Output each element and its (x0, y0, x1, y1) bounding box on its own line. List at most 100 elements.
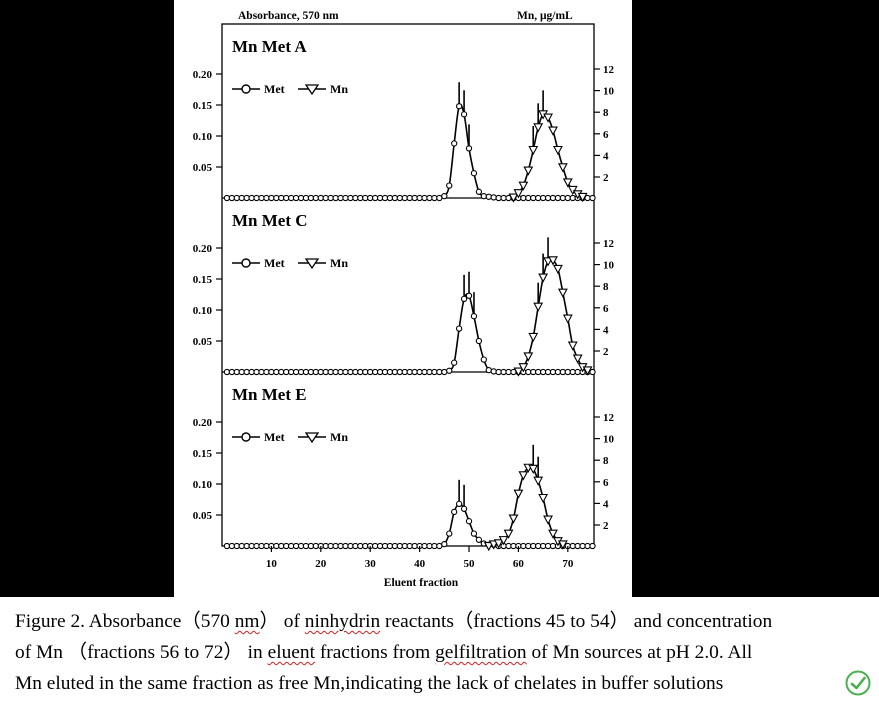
right-tick-label: 6 (603, 129, 609, 141)
met-point (490, 194, 497, 201)
met-point (475, 188, 483, 195)
mn-point (508, 514, 519, 524)
caption-line-3: Mn eluted in the same fraction as free M… (15, 673, 724, 694)
met-point (460, 111, 468, 118)
mn-point (518, 181, 529, 191)
right-tick-label: 6 (603, 303, 609, 315)
legend-met-label: Met (264, 82, 285, 96)
series-met-line (226, 502, 593, 547)
left-tick-label: 0.10 (193, 131, 213, 143)
left-tick-label: 0.05 (193, 336, 213, 348)
x-tick-label: 50 (464, 558, 476, 570)
met-point (480, 356, 487, 363)
right-tick-label: 8 (603, 281, 609, 293)
leaf-check-icon[interactable] (845, 670, 871, 696)
right-tick-label: 2 (603, 520, 609, 532)
caption-spell-flag: gelfiltration (435, 642, 527, 663)
met-point (589, 368, 596, 376)
mn-point (523, 166, 534, 176)
x-tick-label: 40 (414, 558, 426, 570)
right-tick-label: 6 (603, 477, 609, 489)
x-tick-label: 60 (513, 558, 525, 570)
mn-point (553, 264, 563, 275)
right-tick-label: 12 (603, 238, 615, 250)
mn-point (508, 193, 519, 203)
mn-point (562, 178, 573, 188)
left-tick-label: 0.10 (193, 305, 213, 317)
mn-point (548, 256, 558, 266)
legend-mn-label: Mn (330, 256, 348, 270)
left-axis-label: Absorbance, 570 nm (238, 10, 339, 22)
right-tick-label: 8 (603, 107, 609, 119)
met-point (470, 170, 478, 177)
met-point (465, 518, 473, 525)
met-point (589, 542, 596, 550)
legend-met-label: Met (264, 430, 285, 444)
mn-point (557, 288, 568, 298)
x-tick-label: 20 (315, 558, 327, 570)
legend-mn-marker (304, 432, 320, 444)
panel-title: Mn Met C (232, 211, 308, 230)
caption-line-1: Figure 2. Absorbance（570 nm） of ninhydri… (15, 606, 873, 637)
met-point (441, 192, 448, 200)
met-point (490, 368, 497, 375)
legend-mn-label: Mn (330, 430, 348, 444)
met-point (475, 337, 483, 345)
mn-point (543, 515, 553, 525)
mn-point (533, 302, 544, 312)
met-point (451, 508, 458, 516)
caption-spell-flag: ninhydrin (304, 611, 381, 632)
mn-point (577, 192, 588, 203)
right-tick-label: 12 (603, 64, 615, 76)
met-point (446, 367, 453, 374)
right-tick-label: 2 (603, 172, 609, 184)
right-tick-label: 8 (603, 455, 609, 467)
caption-text: of Mn sources at pH 2.0. All (526, 642, 753, 663)
mn-point (557, 540, 568, 550)
right-tick-label: 10 (603, 260, 615, 272)
chart-panel-2: Mn Met C 0.20 0.15 0.10 0.05 12 10 8 6 4 2 Met Mn (193, 211, 615, 377)
right-tick-label: 12 (603, 412, 615, 424)
mn-point (498, 536, 509, 546)
legend-mn-marker (304, 258, 320, 270)
legend-met-marker (241, 84, 251, 94)
left-tick-label: 0.10 (193, 479, 213, 491)
met-point (455, 103, 463, 110)
x-axis-label: Eluent fraction (384, 577, 459, 589)
x-tick-label: 10 (266, 558, 278, 570)
right-tick-label: 4 (603, 498, 609, 510)
mn-point (562, 314, 573, 324)
met-point (446, 530, 453, 537)
right-axis-label: Mn, μg/mL (517, 10, 573, 22)
met-point (451, 140, 458, 147)
mn-point (553, 145, 563, 156)
right-tick-label: 4 (603, 324, 609, 336)
left-tick-label: 0.15 (193, 274, 213, 286)
mn-point (523, 352, 534, 362)
legend-met-marker (241, 258, 251, 268)
mn-point (567, 185, 578, 196)
met-point (485, 366, 492, 374)
met-point (480, 192, 487, 200)
left-tick-label: 0.15 (193, 100, 213, 112)
mn-point (518, 363, 529, 373)
right-tick-label: 10 (603, 86, 615, 98)
mn-point (538, 273, 549, 283)
left-tick-label: 0.20 (193, 69, 213, 81)
legend-met-label: Met (264, 256, 285, 270)
left-tick-label: 0.15 (193, 448, 213, 460)
met-point (470, 313, 478, 320)
met-point (455, 500, 463, 507)
mn-point (483, 542, 494, 552)
mn-point (533, 123, 544, 133)
mn-point (538, 493, 549, 504)
met-point (589, 194, 596, 202)
mn-point (493, 539, 504, 549)
mn-point (548, 126, 558, 136)
caption-spell-flag: nm (234, 611, 260, 632)
chart-panel-3: Mn Met E 0.20 0.15 0.10 0.05 12 10 8 6 4 2 Met Mn (193, 385, 615, 552)
met-point (441, 540, 448, 548)
left-tick-label: 0.05 (193, 510, 213, 522)
legend-mn-label: Mn (330, 82, 348, 96)
mn-point (543, 113, 553, 123)
